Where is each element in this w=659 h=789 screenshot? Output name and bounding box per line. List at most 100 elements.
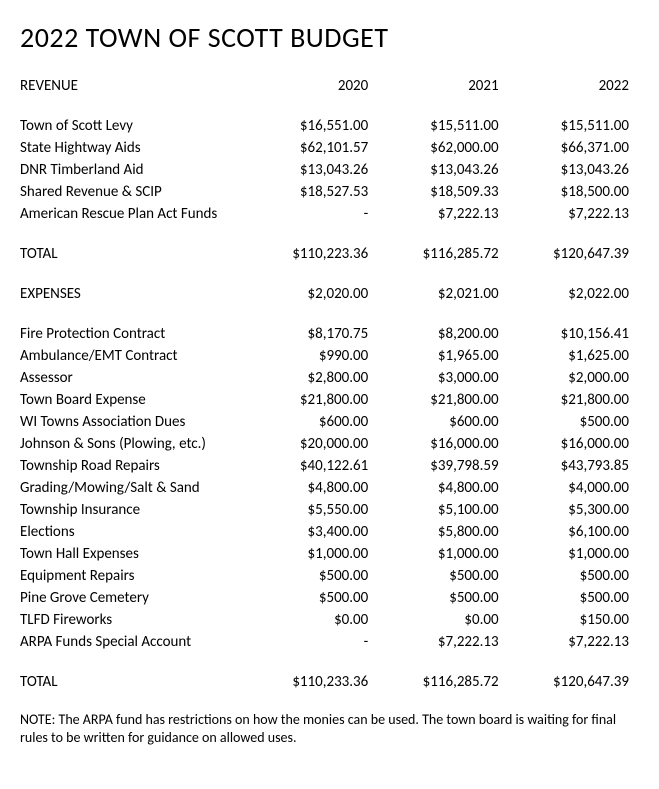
label-cell: Ambulance/EMT Contract	[20, 345, 248, 367]
value-2021: $4,800.00	[378, 477, 508, 499]
value-2020: $2,020.00	[248, 283, 378, 305]
revenue-row: Town of Scott Levy$16,551.00$15,511.00$1…	[20, 115, 639, 137]
revenue-header-row: REVENUE202020212022	[20, 75, 639, 97]
value-2022: $4,000.00	[509, 477, 639, 499]
value-2020: 2020	[248, 75, 378, 97]
spacer-row	[20, 265, 639, 283]
label-cell: TOTAL	[20, 671, 248, 693]
label-cell: WI Towns Association Dues	[20, 411, 248, 433]
expense-row: Grading/Mowing/Salt & Sand$4,800.00$4,80…	[20, 477, 639, 499]
spacer-row	[20, 653, 639, 671]
footnote: NOTE: The ARPA fund has restrictions on …	[20, 711, 639, 747]
revenue-row: State Hightway Aids$62,101.57$62,000.00$…	[20, 137, 639, 159]
value-2022: $500.00	[509, 565, 639, 587]
value-2021: $21,800.00	[378, 389, 508, 411]
value-2022: $2,000.00	[509, 367, 639, 389]
value-2021: $600.00	[378, 411, 508, 433]
expense-row: WI Towns Association Dues$600.00$600.00$…	[20, 411, 639, 433]
value-2020: $500.00	[248, 565, 378, 587]
value-2020: $62,101.57	[248, 137, 378, 159]
value-2022: $500.00	[509, 411, 639, 433]
label-cell: ARPA Funds Special Account	[20, 631, 248, 653]
value-2020: $110,233.36	[248, 671, 378, 693]
spacer-row	[20, 97, 639, 115]
value-2021: $5,100.00	[378, 499, 508, 521]
label-cell: Town Hall Expenses	[20, 543, 248, 565]
expense-row: Town Board Expense$21,800.00$21,800.00$2…	[20, 389, 639, 411]
value-2021: $13,043.26	[378, 159, 508, 181]
value-2020: -	[248, 203, 378, 225]
label-cell: Township Road Repairs	[20, 455, 248, 477]
value-2020: $2,800.00	[248, 367, 378, 389]
expense-row: Johnson & Sons (Plowing, etc.)$20,000.00…	[20, 433, 639, 455]
expense-row: Elections$3,400.00$5,800.00$6,100.00	[20, 521, 639, 543]
value-2020: $1,000.00	[248, 543, 378, 565]
budget-table: REVENUE202020212022 Town of Scott Levy$16…	[20, 75, 639, 693]
value-2021: $3,000.00	[378, 367, 508, 389]
value-2021: $7,222.13	[378, 631, 508, 653]
value-2022: $18,500.00	[509, 181, 639, 203]
value-2020: $500.00	[248, 587, 378, 609]
value-2021: $8,200.00	[378, 323, 508, 345]
value-2020: $5,550.00	[248, 499, 378, 521]
value-2021: $5,800.00	[378, 521, 508, 543]
spacer-row	[20, 225, 639, 243]
label-cell: Equipment Repairs	[20, 565, 248, 587]
value-2020: $8,170.75	[248, 323, 378, 345]
value-2020: $20,000.00	[248, 433, 378, 455]
value-2021: $116,285.72	[378, 243, 508, 265]
page-title: 2022 TOWN OF SCOTT BUDGET	[20, 20, 639, 55]
value-2020: $21,800.00	[248, 389, 378, 411]
label-cell: American Rescue Plan Act Funds	[20, 203, 248, 225]
value-2021: $62,000.00	[378, 137, 508, 159]
expense-row: Township Road Repairs$40,122.61$39,798.5…	[20, 455, 639, 477]
value-2022: 2022	[509, 75, 639, 97]
value-2022: $21,800.00	[509, 389, 639, 411]
value-2020: $0.00	[248, 609, 378, 631]
value-2021: $15,511.00	[378, 115, 508, 137]
label-cell: TLFD Fireworks	[20, 609, 248, 631]
label-cell: TOTAL	[20, 243, 248, 265]
label-cell: Town Board Expense	[20, 389, 248, 411]
label-cell: Shared Revenue & SCIP	[20, 181, 248, 203]
revenue-row: American Rescue Plan Act Funds-$7,222.13…	[20, 203, 639, 225]
value-2020: $3,400.00	[248, 521, 378, 543]
value-2020: $40,122.61	[248, 455, 378, 477]
value-2021: $18,509.33	[378, 181, 508, 203]
value-2022: $16,000.00	[509, 433, 639, 455]
value-2020: $16,551.00	[248, 115, 378, 137]
value-2020: $18,527.53	[248, 181, 378, 203]
label-cell: Assessor	[20, 367, 248, 389]
value-2022: $13,043.26	[509, 159, 639, 181]
value-2021: $39,798.59	[378, 455, 508, 477]
expense-row: Town Hall Expenses$1,000.00$1,000.00$1,0…	[20, 543, 639, 565]
value-2021: $16,000.00	[378, 433, 508, 455]
label-cell: REVENUE	[20, 75, 248, 97]
expenses-total-row: TOTAL$110,233.36$116,285.72$120,647.39	[20, 671, 639, 693]
label-cell: State Hightway Aids	[20, 137, 248, 159]
value-2021: $116,285.72	[378, 671, 508, 693]
value-2022: $150.00	[509, 609, 639, 631]
expense-row: Assessor$2,800.00$3,000.00$2,000.00	[20, 367, 639, 389]
revenue-total-row: TOTAL$110,223.36$116,285.72$120,647.39	[20, 243, 639, 265]
value-2020: $110,223.36	[248, 243, 378, 265]
label-cell: EXPENSES	[20, 283, 248, 305]
value-2022: $500.00	[509, 587, 639, 609]
value-2022: $7,222.13	[509, 631, 639, 653]
value-2022: $1,625.00	[509, 345, 639, 367]
value-2022: $6,100.00	[509, 521, 639, 543]
value-2021: $500.00	[378, 565, 508, 587]
expenses-header-row: EXPENSES$2,020.00$2,021.00$2,022.00	[20, 283, 639, 305]
value-2020: $4,800.00	[248, 477, 378, 499]
value-2022: $120,647.39	[509, 671, 639, 693]
value-2021: $2,021.00	[378, 283, 508, 305]
value-2020: $13,043.26	[248, 159, 378, 181]
label-cell: Pine Grove Cemetery	[20, 587, 248, 609]
expense-row: Township Insurance$5,550.00$5,100.00$5,3…	[20, 499, 639, 521]
value-2021: $7,222.13	[378, 203, 508, 225]
value-2022: $5,300.00	[509, 499, 639, 521]
value-2022: $15,511.00	[509, 115, 639, 137]
value-2022: $2,022.00	[509, 283, 639, 305]
value-2020: -	[248, 631, 378, 653]
expense-row: Pine Grove Cemetery$500.00$500.00$500.00	[20, 587, 639, 609]
